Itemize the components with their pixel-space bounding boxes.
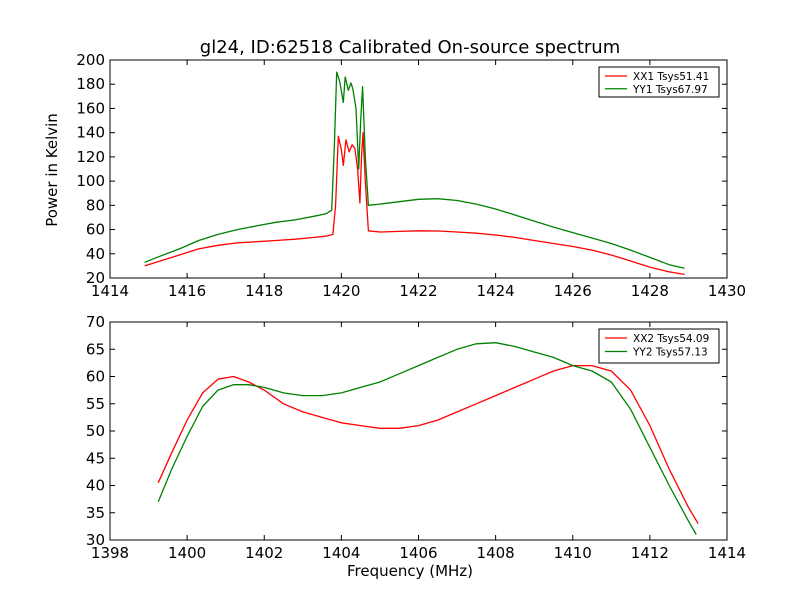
x-tick-label: 1426 [554,282,592,300]
y-tick-label: 140 [76,124,105,142]
x-tick-label: 1412 [631,544,669,562]
legend-entry: XX2 Tsys54.09 [633,333,709,345]
y-tick-label: 160 [76,99,105,117]
x-tick-label: 1422 [399,282,437,300]
y-tick-label: 35 [86,504,105,522]
series-line-top-1 [144,71,685,269]
y-tick-label: 30 [86,531,105,549]
y-tick-label: 70 [86,313,105,331]
legend-entry: YY1 Tsys67.97 [632,84,708,96]
y-tick-label: 100 [76,172,105,190]
top-y-axis-label: Power in Kelvin [43,113,61,227]
y-tick-label: 40 [86,477,105,495]
y-tick-label: 200 [76,51,105,69]
x-tick-label: 1400 [168,544,206,562]
legend: XX2 Tsys54.09 YY2 Tsys57.13 [598,328,720,364]
x-tick-label: 1428 [631,282,669,300]
legend-box [598,328,720,364]
y-tick-label: 40 [86,245,105,263]
y-tick-label: 180 [76,75,105,93]
x-tick-label: 1402 [245,544,283,562]
bottom-x-axis-label: Frequency (MHz) [347,562,473,580]
top-chart: gl24, ID:62518 Calibrated On-source spec… [43,37,746,300]
x-tick-label: 1420 [322,282,360,300]
y-tick-label: 120 [76,148,105,166]
y-tick-label: 55 [86,395,105,413]
x-tick-label: 1414 [91,282,129,300]
x-tick-label: 1408 [477,544,515,562]
legend-entry: YY2 Tsys57.13 [632,347,708,359]
chart-title: gl24, ID:62518 Calibrated On-source spec… [200,37,620,58]
x-tick-label: 1404 [322,544,360,562]
y-tick-label: 80 [86,196,105,214]
x-tick-label: 1406 [399,544,437,562]
series-line-bottom-1 [157,342,697,535]
bottom-chart: Frequency (MHz) 1398 1400 1402 1404 1406 1408… [86,313,746,580]
x-tick-label: 1414 [708,544,746,562]
x-tick-label: 1398 [91,544,129,562]
y-tick-label: 50 [86,422,105,440]
y-tick-label: 60 [86,368,105,386]
x-tick-label: 1418 [245,282,283,300]
legend-box [598,66,720,98]
y-tick-label: 65 [86,340,105,358]
x-tick-label: 1410 [554,544,592,562]
x-tick-label: 1430 [708,282,746,300]
x-tick-label: 1424 [477,282,515,300]
series-line-top-0 [144,132,685,276]
legend-entry: XX1 Tsys51.41 [633,71,709,83]
series-line-bottom-0 [157,364,699,524]
y-tick-label: 20 [86,269,105,287]
y-tick-label: 60 [86,221,105,239]
y-tick-label: 45 [86,449,105,467]
x-tick-label: 1416 [168,282,206,300]
